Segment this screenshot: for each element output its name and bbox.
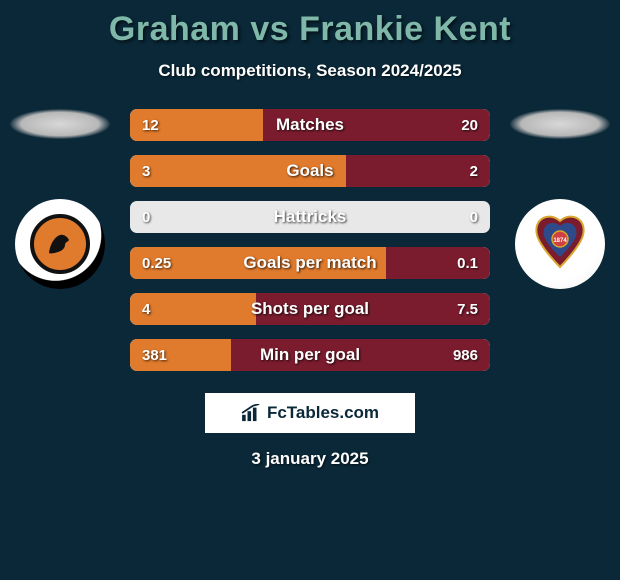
stat-row: 381 986 Min per goal bbox=[130, 339, 490, 371]
team-crest-right-icon: 1874 bbox=[527, 211, 593, 277]
stat-value-left: 4 bbox=[142, 293, 150, 325]
heart-shield-icon: 1874 bbox=[527, 211, 593, 277]
stat-value-right: 20 bbox=[461, 109, 478, 141]
team-crest-right: 1874 bbox=[515, 199, 605, 289]
page-title: Graham vs Frankie Kent bbox=[109, 10, 511, 49]
right-side: 1874 bbox=[500, 109, 620, 289]
stat-row: 0 0 Hattricks bbox=[130, 201, 490, 233]
left-side bbox=[0, 109, 120, 289]
svg-text:1874: 1874 bbox=[553, 238, 567, 244]
stat-label: Goals bbox=[286, 161, 333, 181]
stat-value-right: 986 bbox=[453, 339, 478, 371]
team-crest-left bbox=[15, 199, 105, 289]
bar-right bbox=[346, 155, 490, 187]
bar-chart-icon bbox=[241, 404, 263, 422]
subtitle: Club competitions, Season 2024/2025 bbox=[158, 61, 461, 81]
stat-row: 4 7.5 Shots per goal bbox=[130, 293, 490, 325]
stat-value-left: 12 bbox=[142, 109, 159, 141]
stat-value-left: 0 bbox=[142, 201, 150, 233]
stat-value-left: 3 bbox=[142, 155, 150, 187]
stat-value-right: 0 bbox=[470, 201, 478, 233]
stat-label: Goals per match bbox=[243, 253, 376, 273]
brand-text: FcTables.com bbox=[267, 403, 379, 423]
comparison-row: 12 20 Matches 3 2 Goals 0 0 Hattricks 0.25 0.1 Goal… bbox=[0, 109, 620, 371]
team-crest-left-icon bbox=[30, 214, 90, 274]
brand-badge: FcTables.com bbox=[205, 393, 415, 433]
date-text: 3 january 2025 bbox=[251, 449, 368, 469]
stat-value-right: 0.1 bbox=[457, 247, 478, 279]
stat-row: 3 2 Goals bbox=[130, 155, 490, 187]
player-placeholder-right bbox=[510, 109, 610, 139]
stats-panel: 12 20 Matches 3 2 Goals 0 0 Hattricks 0.25 0.1 Goal… bbox=[130, 109, 490, 371]
stat-row: 12 20 Matches bbox=[130, 109, 490, 141]
stat-value-left: 381 bbox=[142, 339, 167, 371]
stat-label: Shots per goal bbox=[251, 299, 369, 319]
stat-value-right: 2 bbox=[470, 155, 478, 187]
stat-label: Min per goal bbox=[260, 345, 360, 365]
lion-icon bbox=[43, 227, 77, 261]
stat-label: Matches bbox=[276, 115, 344, 135]
stat-label: Hattricks bbox=[274, 207, 347, 227]
stat-value-left: 0.25 bbox=[142, 247, 171, 279]
player-placeholder-left bbox=[10, 109, 110, 139]
stat-row: 0.25 0.1 Goals per match bbox=[130, 247, 490, 279]
stat-value-right: 7.5 bbox=[457, 293, 478, 325]
